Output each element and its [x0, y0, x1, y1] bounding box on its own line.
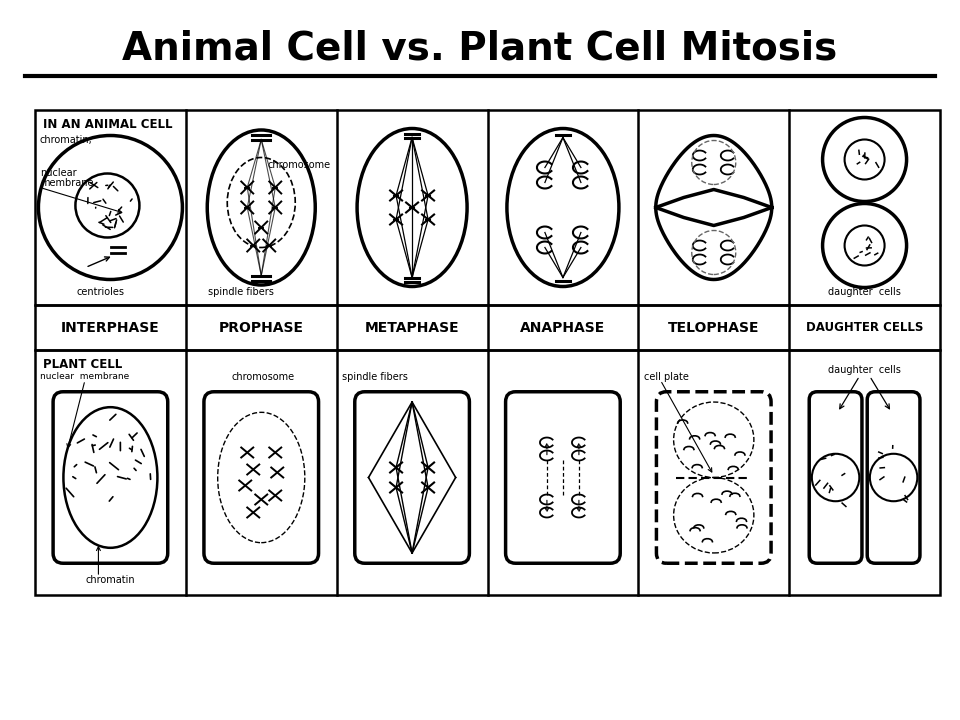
Text: chromatin,: chromatin,	[40, 135, 93, 145]
Text: daughter  cells: daughter cells	[828, 287, 901, 297]
Text: nuclear  membrane: nuclear membrane	[40, 372, 130, 381]
Text: DAUGHTER CELLS: DAUGHTER CELLS	[805, 321, 924, 334]
Text: IN AN ANIMAL CELL: IN AN ANIMAL CELL	[43, 118, 173, 131]
Text: chromosome: chromosome	[231, 372, 295, 382]
Text: membrane: membrane	[40, 178, 93, 187]
Text: chromatin: chromatin	[85, 575, 135, 585]
Text: cell plate: cell plate	[644, 372, 689, 382]
Text: chromosome: chromosome	[267, 161, 330, 171]
Text: daughter  cells: daughter cells	[828, 365, 901, 375]
Text: centrioles: centrioles	[77, 287, 125, 297]
Text: Animal Cell vs. Plant Cell Mitosis: Animal Cell vs. Plant Cell Mitosis	[122, 29, 838, 67]
Text: nuclear: nuclear	[40, 168, 77, 178]
Text: spindle fibers: spindle fibers	[342, 372, 408, 382]
Text: spindle fibers: spindle fibers	[208, 287, 275, 297]
Text: TELOPHASE: TELOPHASE	[668, 320, 759, 335]
Text: ANAPHASE: ANAPHASE	[520, 320, 606, 335]
Text: PLANT CELL: PLANT CELL	[43, 358, 122, 371]
Text: PROPHASE: PROPHASE	[219, 320, 303, 335]
Text: INTERPHASE: INTERPHASE	[61, 320, 159, 335]
Text: METAPHASE: METAPHASE	[365, 320, 460, 335]
